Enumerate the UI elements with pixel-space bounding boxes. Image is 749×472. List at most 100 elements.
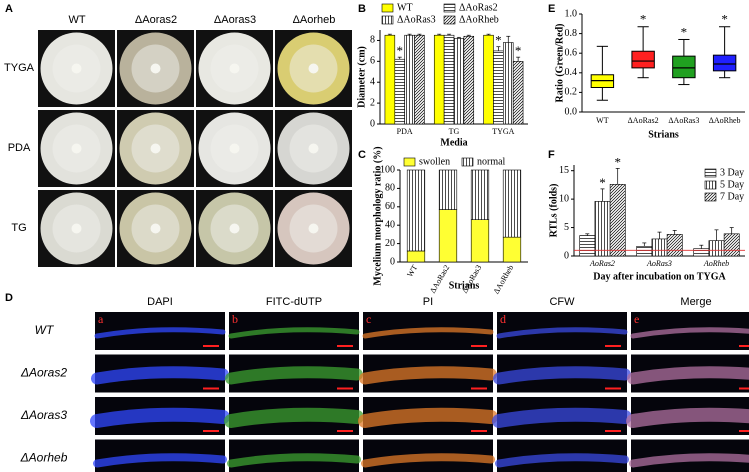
x-tick-label: AoRas2 (589, 259, 615, 268)
legend-swatch (704, 192, 717, 202)
y-axis-label: RTLs (folds) (548, 184, 559, 238)
y-tick-label: 5 (564, 222, 569, 233)
box (672, 55, 696, 79)
y-tick-label: 80 (385, 183, 395, 194)
hypha (630, 327, 749, 339)
bar (723, 233, 740, 257)
bar (493, 50, 504, 125)
row-label: ΔAoras3 (20, 408, 67, 422)
x-tick-label: WT (405, 263, 419, 278)
legend-swatch (403, 157, 416, 167)
hypha (361, 453, 495, 468)
bar (693, 248, 710, 257)
hypha (359, 366, 497, 385)
bar-segment (470, 169, 490, 220)
y-tick-label: 60 (385, 201, 395, 212)
legend-swatch (704, 180, 717, 190)
bar (651, 238, 668, 257)
significance-mark: * (515, 43, 522, 58)
column-label: DAPI (147, 296, 173, 308)
legend-swatch (381, 15, 394, 25)
bar (463, 35, 475, 125)
row-label: TYGA (4, 62, 35, 74)
bar (384, 34, 396, 125)
bar-segment (438, 169, 458, 210)
row-label: ΔAorheb (20, 451, 68, 465)
inoculum (229, 63, 240, 74)
row-label: WT (35, 323, 55, 337)
x-tick-label: ΔAoRas3 (668, 116, 699, 125)
legend-label: WT (397, 2, 413, 13)
bar (512, 61, 524, 125)
legend-label: 7 Day (720, 191, 744, 202)
hypha (225, 366, 363, 385)
hypha (94, 327, 226, 339)
y-tick-label: 10 (559, 193, 569, 204)
box (631, 50, 655, 69)
bar-segment (438, 209, 458, 263)
panel-letter: a (98, 312, 104, 326)
inoculum (308, 143, 319, 154)
column-label: PI (423, 296, 433, 308)
y-tick-label: 4 (370, 77, 375, 88)
x-tick-label: ΔAoRheb (709, 116, 741, 125)
bar (708, 240, 725, 257)
bar-segment (502, 169, 522, 238)
column-label: WT (68, 14, 85, 26)
x-tick-label: ΔAoRas2 (628, 116, 659, 125)
bar (666, 234, 683, 257)
y-tick-label: 0.0 (565, 106, 578, 117)
x-tick-label: ΔAoRheb (492, 263, 516, 295)
hypha (492, 407, 632, 428)
bar (579, 235, 596, 257)
inoculum (308, 223, 319, 234)
hypha (362, 327, 494, 339)
inoculum (71, 223, 82, 234)
panel-letter: d (500, 312, 506, 326)
hypha (629, 453, 749, 468)
significance-mark: * (681, 24, 688, 39)
significance-mark: * (721, 12, 728, 27)
x-tick-label: AoRheb (703, 259, 729, 268)
column-label: Merge (680, 296, 711, 308)
hypha (358, 407, 498, 428)
x-axis-label: Strians (449, 280, 480, 291)
legend-label: swollen (419, 156, 450, 167)
y-tick-label: 0.4 (565, 67, 578, 78)
hypha (228, 327, 360, 339)
significance-mark: * (614, 154, 621, 169)
significance-mark: * (396, 43, 403, 58)
bar (433, 34, 445, 125)
y-tick-label: 15 (559, 165, 569, 176)
bar-segment (502, 236, 522, 263)
legend-label: 3 Day (720, 167, 744, 178)
y-tick-label: 100 (380, 164, 395, 175)
inoculum (229, 223, 240, 234)
y-tick-label: 0.8 (565, 28, 578, 39)
x-tick-label: WT (596, 116, 609, 125)
hypha (626, 407, 749, 428)
x-axis-label: Media (440, 137, 467, 148)
bar (609, 184, 626, 257)
hypha (224, 407, 364, 428)
row-label: TG (11, 222, 26, 234)
bar-segment (470, 219, 490, 263)
box (712, 54, 737, 72)
inoculum (71, 143, 82, 154)
inoculum (150, 223, 161, 234)
bar (483, 34, 494, 125)
legend-swatch (443, 15, 456, 25)
x-axis-label: Strians (648, 129, 679, 140)
y-tick-label: 0.2 (565, 87, 578, 98)
legend-swatch (704, 168, 717, 178)
y-tick-label: 20 (385, 238, 395, 249)
bar (443, 34, 455, 125)
panel-label: A (5, 3, 13, 15)
legend-swatch (381, 3, 394, 13)
x-tick-label: PDA (397, 127, 413, 136)
y-tick-label: 2 (370, 97, 375, 108)
legend-label: normal (477, 156, 506, 167)
x-axis-label: Day after incubation on TYGA (593, 271, 726, 282)
y-tick-label: 0 (390, 256, 395, 267)
y-axis-label: Diameter (cm) (356, 46, 367, 108)
